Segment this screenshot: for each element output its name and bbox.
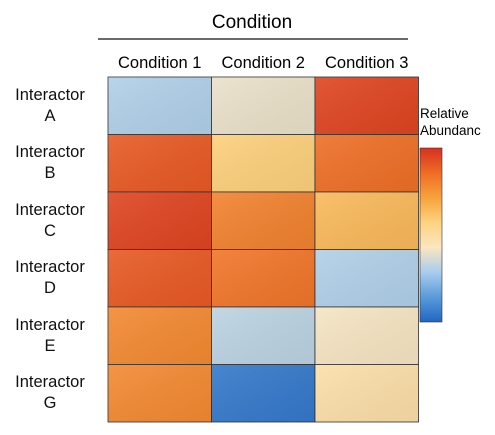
row-label: Interactor D <box>0 257 100 299</box>
column-label: Condition 1 <box>118 54 201 72</box>
heatmap-cell-shade <box>315 249 419 307</box>
row-label-line1: Interactor <box>15 315 85 334</box>
heatmap-cell-shade <box>315 307 419 365</box>
heatmap-cell-shade <box>211 307 315 365</box>
row-label-line2: B <box>44 164 56 183</box>
row-label-line2: A <box>44 106 56 125</box>
column-label: Condition 2 <box>222 54 305 72</box>
row-label-line1: Interactor <box>15 85 85 104</box>
heatmap-cell-shade <box>315 77 419 135</box>
row-label-line2: E <box>44 336 56 355</box>
heatmap-cell-shade <box>108 249 212 307</box>
heatmap-cell-shade <box>108 77 212 135</box>
heatmap-cell-shade <box>315 192 419 250</box>
row-label: Interactor B <box>0 142 100 184</box>
row-label-line2: D <box>44 279 56 298</box>
chart-title: Condition <box>212 12 292 33</box>
row-label: Interactor C <box>0 200 100 242</box>
heatmap-cell-shade <box>108 364 212 422</box>
colorbar-label-line2: Abundanc <box>420 123 481 138</box>
heatmap-cell-shade <box>108 307 212 365</box>
row-label: Interactor A <box>0 85 100 127</box>
row-label: Interactor E <box>0 315 100 357</box>
column-labels: Condition 1 Condition 2 Condition 3 <box>118 54 408 72</box>
row-label: Interactor G <box>0 372 100 414</box>
row-label-line1: Interactor <box>15 143 85 162</box>
heatmap-cell-shade <box>108 134 212 192</box>
colorbar <box>419 147 443 323</box>
heatmap-cell-shade <box>211 192 315 250</box>
heatmap-cell-shade <box>315 364 419 422</box>
heatmap-cells <box>107 76 419 423</box>
row-label-line1: Interactor <box>15 200 85 219</box>
colorbar-label-line1: Relative <box>420 106 469 121</box>
heatmap-cell-shade <box>315 134 419 192</box>
column-label: Condition 3 <box>325 54 408 72</box>
row-label-line2: C <box>44 221 56 240</box>
row-label-line1: Interactor <box>15 258 85 277</box>
heatmap-cell-shade <box>211 134 315 192</box>
row-label-line2: G <box>43 394 57 413</box>
heatmap-cell-shade <box>211 77 315 135</box>
heatmap-cell-shade <box>211 364 315 422</box>
row-label-line1: Interactor <box>15 373 85 392</box>
heatmap-cell-shade <box>108 192 212 250</box>
heatmap-cell-shade <box>211 249 315 307</box>
